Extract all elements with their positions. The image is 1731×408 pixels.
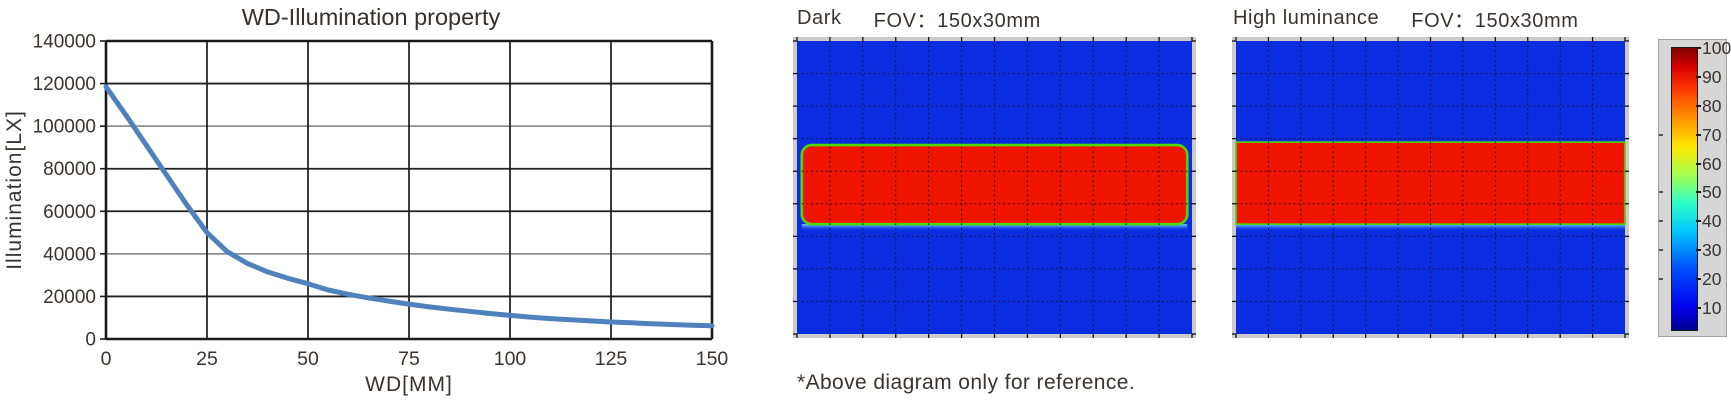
colorbar-tick-label: 100 — [1702, 38, 1731, 58]
colorbar-tick-label: 10 — [1702, 298, 1722, 318]
y-tick-label: 0 — [85, 330, 96, 351]
colorbar-tick — [1696, 307, 1701, 309]
x-tick-label: 125 — [595, 348, 628, 370]
wd-illumination-chart: 0 20000 40000 60000 80000 100000 120000 140000 0… — [3, 4, 729, 396]
heatmap-dark-title: Dark FOV：150x30mm — [797, 5, 1041, 32]
x-axis-label: WD[MM] — [365, 373, 453, 396]
y-tick-label: 60000 — [43, 202, 96, 223]
colorbar-tick — [1696, 104, 1701, 107]
colorbar-tick-label: 90 — [1702, 66, 1722, 87]
colorbar-tick — [1696, 133, 1701, 136]
colorbar-tick-label: 80 — [1702, 95, 1722, 116]
heatmap-high-luminance-title: High luminance FOV：150x30mm — [1233, 5, 1579, 32]
colorbar-left-tick — [1659, 220, 1663, 223]
band-fade — [1236, 224, 1625, 232]
band-fade — [801, 224, 1188, 232]
heatmap-dark-label: Dark — [797, 6, 842, 29]
colorbar-tick — [1696, 220, 1701, 223]
colorbar-left-tick — [1659, 278, 1663, 281]
reference-footnote: *Above diagram only for reference. — [797, 371, 1136, 394]
colorbar-tick — [1696, 162, 1701, 165]
colorbar: 100 90 80 70 60 50 40 30 20 10 — [1658, 38, 1731, 337]
y-tick-label: 40000 — [43, 244, 96, 265]
x-tick-label: 25 — [196, 348, 218, 370]
heatmap-high-luminance-label: High luminance — [1233, 6, 1380, 29]
heatmap-dark-fov-label: FOV：150x30mm — [873, 9, 1041, 32]
x-tick-label: 75 — [398, 348, 420, 370]
colorbar-tick — [1696, 191, 1701, 194]
y-tick-label: 120000 — [33, 74, 96, 95]
heatmap-dark — [793, 37, 1196, 338]
high-intensity-band — [1235, 141, 1626, 225]
heatmap-high-luminance-fov-label: FOV：150x30mm — [1411, 9, 1579, 32]
chart-title: WD-Illumination property — [242, 4, 501, 30]
illumination-curve — [103, 84, 715, 329]
colorbar-tick — [1696, 47, 1701, 49]
x-tick-label: 150 — [696, 348, 729, 370]
y-tick-label: 20000 — [43, 287, 96, 308]
y-tick-label: 80000 — [43, 159, 96, 180]
colorbar-tick-label: 60 — [1702, 153, 1722, 174]
colorbar-left-tick — [1659, 133, 1663, 136]
heatmap-high-luminance — [1232, 37, 1629, 338]
x-tick-label: 50 — [297, 348, 319, 370]
colorbar-gradient — [1671, 47, 1698, 331]
y-tick-label: 140000 — [33, 32, 96, 53]
colorbar-left-tick — [1659, 249, 1663, 252]
x-tick-label: 0 — [101, 348, 112, 370]
colorbar-tick — [1696, 75, 1701, 78]
colorbar-tick-label: 30 — [1702, 240, 1722, 261]
colorbar-tick-label: 50 — [1702, 182, 1722, 203]
colorbar-tick-label: 70 — [1702, 124, 1722, 145]
x-tick-label: 100 — [494, 348, 527, 370]
colorbar-left-tick — [1659, 191, 1663, 194]
colorbar-tick-label: 20 — [1702, 269, 1722, 290]
y-axis-label: Illumination[LX] — [3, 110, 26, 270]
y-tick-label: 100000 — [33, 117, 96, 138]
colorbar-tick — [1696, 278, 1701, 281]
colorbar-tick-label: 40 — [1702, 211, 1722, 232]
colorbar-tick — [1696, 249, 1701, 252]
